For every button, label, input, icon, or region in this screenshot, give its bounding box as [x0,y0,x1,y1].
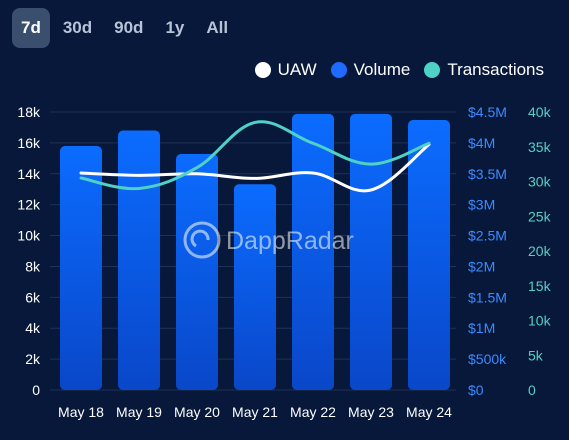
dappradar-logo-arc [190,229,210,248]
uaw-axis-tick: 8k [25,258,41,274]
volume-bar[interactable] [408,120,450,390]
legend-label-uaw: UAW [277,60,317,79]
transactions-axis-tick: 10k [528,313,552,329]
uaw-axis-tick: 6k [25,289,41,305]
volume-bar[interactable] [176,154,218,390]
legend-dot-transactions [424,62,441,78]
uaw-line[interactable] [79,142,431,193]
volume-axis-tick: $3.5M [468,166,507,182]
volume-axis-tick: $4M [468,135,495,151]
tab-7d[interactable]: 7d [12,8,50,48]
volume-axis-tick: $0 [468,382,484,398]
volume-bar[interactable] [60,145,102,390]
uaw-axis-tick: 2k [25,351,41,367]
uaw-axis-tick: 18k [17,104,41,120]
legend-label-volume: Volume [353,60,411,79]
legend-item-transactions[interactable]: Transactions [424,60,544,80]
transactions-axis-tick: 20k [528,243,552,259]
tab-30d[interactable]: 30d [62,18,93,37]
x-axis-tick: May 18 [58,404,104,420]
transactions-axis-tick: 0 [528,382,536,398]
dappradar-logo-icon [183,221,221,259]
transactions-axis-tick: 5k [528,347,544,363]
volume-axis-tick: $500k [468,351,507,367]
uaw-axis-tick: 4k [25,320,41,336]
series-lines [79,120,431,193]
transactions-axis-tick: 15k [528,278,552,294]
transactions-axis-tick: 30k [528,174,552,190]
transactions-line[interactable] [79,120,431,191]
x-axis-tick: May 19 [116,404,162,420]
uaw-axis-tick: 14k [17,166,41,182]
volume-axis-tick: $1.5M [468,289,507,305]
chart-legend: UAW Volume Transactions [254,60,544,80]
transactions-axis-tick: 25k [528,208,552,224]
legend-item-uaw[interactable]: UAW [254,60,317,80]
volume-bar[interactable] [234,184,276,390]
uaw-axis-tick: 0 [32,382,40,398]
legend-dot-uaw [254,62,271,78]
uaw-axis-tick: 10k [17,228,41,244]
volume-axis-tick: $3M [468,197,495,213]
x-axis-tick: May 21 [232,404,278,420]
tab-1y[interactable]: 1y [165,18,185,37]
x-axis-tick: May 22 [290,404,336,420]
x-axis-tick: May 24 [406,404,452,420]
legend-dot-volume [330,62,347,78]
axis-labels: 0 2k 4k 6k 8k 10k 12k 14k 16k 18k $0 $500k $1M $1.5M $… [17,104,551,420]
dappradar-watermark: DappRadar [183,221,354,259]
volume-bars [60,113,450,391]
volume-axis-tick: $1M [468,320,495,336]
tab-all[interactable]: All [206,18,229,37]
legend-item-volume[interactable]: Volume [330,60,411,80]
uaw-axis-tick: 12k [17,197,41,213]
uaw-axis-tick: 16k [17,135,41,151]
legend-label-transactions: Transactions [447,60,544,79]
x-axis-tick: May 20 [174,404,220,420]
tab-90d[interactable]: 90d [114,18,144,37]
time-range-tabs: 7d 30d 90d 1y All [12,8,237,48]
transactions-axis-tick: 40k [528,104,552,120]
volume-axis-tick: $2.5M [468,228,507,244]
volume-axis-tick: $2M [468,258,495,274]
watermark-text: DappRadar [226,227,354,255]
volume-bar[interactable] [292,113,334,390]
volume-axis-tick: $4.5M [468,104,507,120]
x-axis-tick: May 23 [348,404,394,420]
volume-bar[interactable] [350,113,392,390]
volume-bar[interactable] [118,130,160,391]
transactions-axis-tick: 35k [528,139,552,155]
